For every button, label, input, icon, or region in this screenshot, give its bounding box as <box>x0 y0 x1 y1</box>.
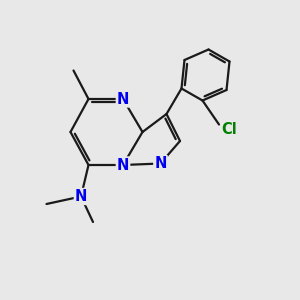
Text: N: N <box>117 92 129 106</box>
Text: Cl: Cl <box>222 122 237 136</box>
Text: N: N <box>117 158 129 172</box>
Text: N: N <box>75 189 87 204</box>
Text: N: N <box>154 156 167 171</box>
